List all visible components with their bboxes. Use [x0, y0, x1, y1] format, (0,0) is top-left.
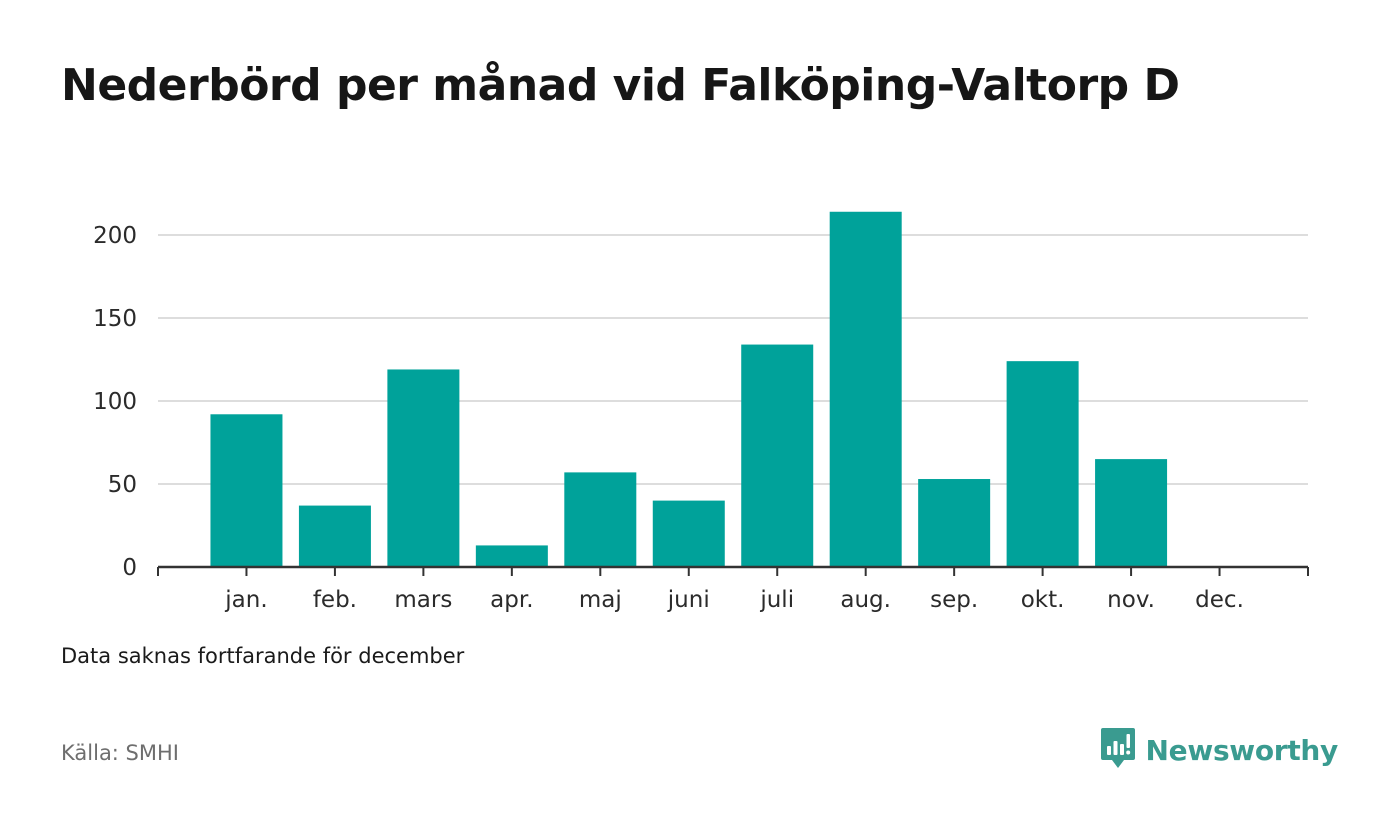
source-label: Källa: SMHI [61, 741, 179, 765]
bar [387, 369, 460, 567]
bar [918, 479, 991, 567]
bar [475, 545, 548, 567]
brand-name: Newsworthy [1145, 733, 1339, 767]
chart-note: Data saknas fortfarande för december [61, 644, 465, 668]
bar [564, 472, 637, 567]
y-tick-label: 0 [122, 555, 137, 581]
x-tick-label: juni [667, 587, 710, 613]
x-axis-tick-labels: jan. feb. mars apr. maj juni juli aug. sep. okt. n… [224, 587, 1244, 613]
brand-logo[interactable]: Newsworthy [1100, 727, 1338, 773]
x-tick-label: jan. [224, 587, 267, 613]
bar [741, 344, 814, 567]
bar [1095, 459, 1168, 567]
bar [210, 414, 283, 567]
newsworthy-logo-icon [1100, 726, 1136, 774]
bars [210, 211, 1168, 567]
x-tick-label: dec. [1195, 587, 1244, 613]
y-tick-label: 50 [108, 472, 137, 498]
y-tick-label: 150 [93, 306, 137, 332]
x-tick-label: maj [579, 587, 622, 613]
y-tick-label: 100 [93, 389, 137, 415]
bar [652, 500, 725, 567]
y-tick-label: 200 [93, 223, 137, 249]
y-axis-tick-labels: 0 50 100 150 200 [93, 223, 137, 581]
x-axis [157, 565, 1309, 576]
x-tick-label: feb. [313, 587, 357, 613]
x-tick-label: mars [394, 587, 452, 613]
bar [829, 211, 902, 567]
bar [1006, 361, 1079, 567]
x-tick-label: aug. [840, 587, 891, 613]
chart-title: Nederbörd per månad vid Falköping-Valtor… [61, 60, 1180, 111]
x-tick-label: okt. [1021, 587, 1065, 613]
x-tick-label: juli [759, 587, 794, 613]
bar [298, 505, 371, 567]
grid-lines [158, 234, 1308, 485]
x-tick-label: apr. [490, 587, 533, 613]
x-tick-label: sep. [930, 587, 978, 613]
x-tick-label: nov. [1107, 587, 1155, 613]
